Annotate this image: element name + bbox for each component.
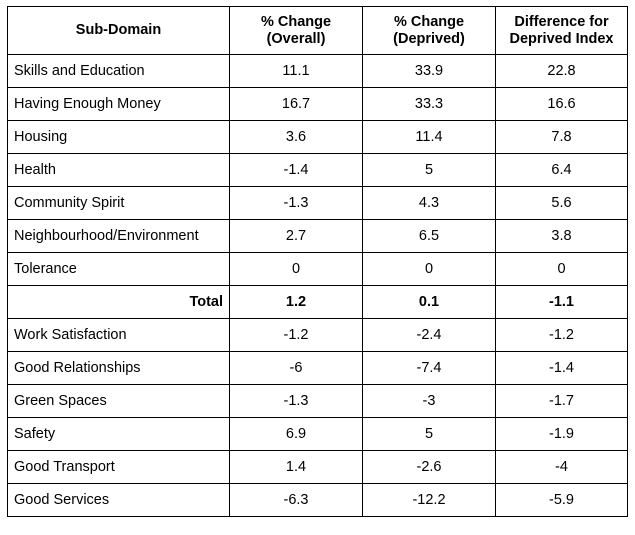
header-difference-deprived-index: Difference for Deprived Index (495, 6, 628, 55)
table-row: Neighbourhood/Environment 2.7 6.5 3.8 (7, 219, 628, 253)
total-row: Total 1.2 0.1 -1.1 (7, 285, 628, 319)
cell-change-overall: -6 (229, 351, 363, 385)
cell-difference: 16.6 (495, 87, 628, 121)
table-body: Skills and Education 11.1 33.9 22.8 Having E… (7, 54, 628, 517)
cell-change-deprived: -12.2 (362, 483, 496, 517)
cell-change-deprived: 33.3 (362, 87, 496, 121)
cell-difference: 22.8 (495, 54, 628, 88)
cell-change-deprived: -2.4 (362, 318, 496, 352)
cell-sub-domain: Housing (7, 120, 230, 154)
cell-difference: -1.4 (495, 351, 628, 385)
cell-difference: -1.9 (495, 417, 628, 451)
cell-change-overall: 11.1 (229, 54, 363, 88)
cell-change-deprived: 0 (362, 252, 496, 286)
table-row: Good Relationships -6 -7.4 -1.4 (7, 351, 628, 385)
cell-difference: -1.1 (495, 285, 628, 319)
cell-change-overall: -1.3 (229, 186, 363, 220)
cell-difference: 3.8 (495, 219, 628, 253)
cell-change-overall: 3.6 (229, 120, 363, 154)
cell-difference: -1.2 (495, 318, 628, 352)
cell-change-overall: -1.4 (229, 153, 363, 187)
cell-sub-domain: Tolerance (7, 252, 230, 286)
cell-change-deprived: 4.3 (362, 186, 496, 220)
table-row: Having Enough Money 16.7 33.3 16.6 (7, 87, 628, 121)
cell-sub-domain: Total (7, 285, 230, 319)
sub-domain-change-table: Sub-Domain % Change (Overall) % Change (De… (7, 6, 628, 517)
cell-difference: 0 (495, 252, 628, 286)
cell-sub-domain: Community Spirit (7, 186, 230, 220)
table-row: Skills and Education 11.1 33.9 22.8 (7, 54, 628, 88)
header-sub-domain: Sub-Domain (7, 6, 230, 55)
cell-difference: -4 (495, 450, 628, 484)
cell-sub-domain: Skills and Education (7, 54, 230, 88)
table-row: Green Spaces -1.3 -3 -1.7 (7, 384, 628, 418)
cell-sub-domain: Health (7, 153, 230, 187)
cell-change-deprived: 6.5 (362, 219, 496, 253)
cell-change-overall: 2.7 (229, 219, 363, 253)
cell-change-deprived: 11.4 (362, 120, 496, 154)
table-row: Health -1.4 5 6.4 (7, 153, 628, 187)
table-row: Work Satisfaction -1.2 -2.4 -1.2 (7, 318, 628, 352)
cell-change-overall: 16.7 (229, 87, 363, 121)
table-row: Tolerance 0 0 0 (7, 252, 628, 286)
table-row: Community Spirit -1.3 4.3 5.6 (7, 186, 628, 220)
cell-sub-domain: Neighbourhood/Environment (7, 219, 230, 253)
header-change-deprived: % Change (Deprived) (362, 6, 496, 55)
cell-sub-domain: Good Services (7, 483, 230, 517)
cell-sub-domain: Work Satisfaction (7, 318, 230, 352)
cell-change-overall: -6.3 (229, 483, 363, 517)
cell-change-overall: 6.9 (229, 417, 363, 451)
cell-sub-domain: Good Relationships (7, 351, 230, 385)
cell-change-overall: -1.3 (229, 384, 363, 418)
cell-sub-domain: Having Enough Money (7, 87, 230, 121)
cell-difference: -1.7 (495, 384, 628, 418)
table-row: Housing 3.6 11.4 7.8 (7, 120, 628, 154)
cell-difference: 6.4 (495, 153, 628, 187)
cell-change-deprived: 5 (362, 417, 496, 451)
header-row: Sub-Domain % Change (Overall) % Change (De… (7, 6, 628, 55)
cell-change-overall: 1.2 (229, 285, 363, 319)
cell-difference: -5.9 (495, 483, 628, 517)
cell-change-deprived: 33.9 (362, 54, 496, 88)
cell-difference: 5.6 (495, 186, 628, 220)
cell-change-deprived: -7.4 (362, 351, 496, 385)
sub-domain-table-container: Sub-Domain % Change (Overall) % Change (De… (7, 6, 628, 517)
cell-change-overall: -1.2 (229, 318, 363, 352)
header-change-overall: % Change (Overall) (229, 6, 363, 55)
cell-sub-domain: Safety (7, 417, 230, 451)
cell-change-deprived: -3 (362, 384, 496, 418)
cell-sub-domain: Green Spaces (7, 384, 230, 418)
cell-change-overall: 1.4 (229, 450, 363, 484)
cell-sub-domain: Good Transport (7, 450, 230, 484)
table-row: Safety 6.9 5 -1.9 (7, 417, 628, 451)
cell-difference: 7.8 (495, 120, 628, 154)
cell-change-deprived: -2.6 (362, 450, 496, 484)
cell-change-deprived: 5 (362, 153, 496, 187)
cell-change-deprived: 0.1 (362, 285, 496, 319)
table-row: Good Services -6.3 -12.2 -5.9 (7, 483, 628, 517)
cell-change-overall: 0 (229, 252, 363, 286)
table-row: Good Transport 1.4 -2.6 -4 (7, 450, 628, 484)
